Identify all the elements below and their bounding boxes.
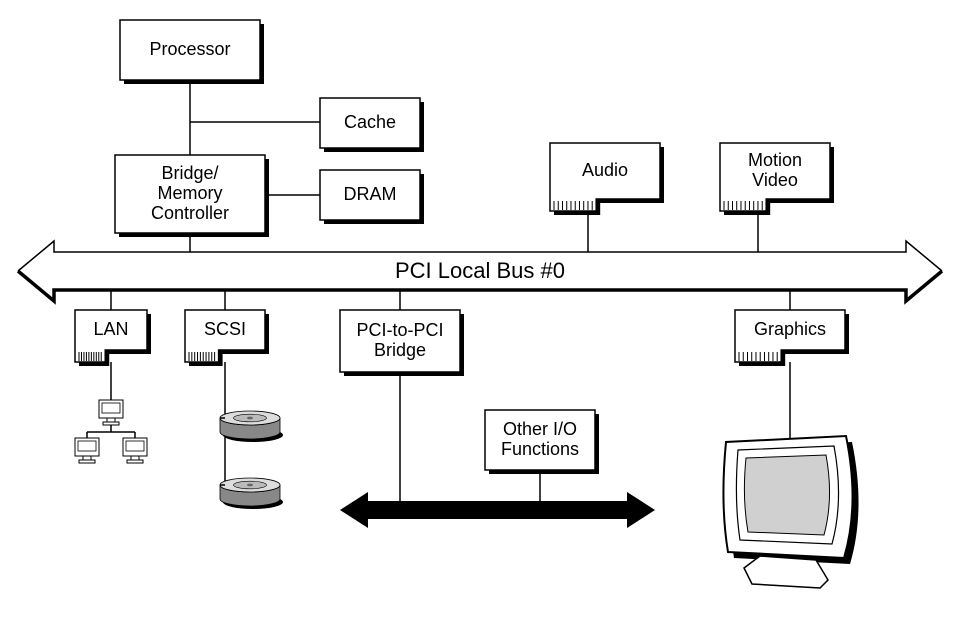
- svg-text:Functions: Functions: [501, 439, 579, 459]
- svg-text:DRAM: DRAM: [344, 184, 397, 204]
- svg-text:Controller: Controller: [151, 203, 229, 223]
- svg-text:Motion: Motion: [748, 150, 802, 170]
- svg-text:PCI Local Bus #0: PCI Local Bus #0: [395, 258, 565, 283]
- svg-text:SCSI: SCSI: [204, 319, 246, 339]
- svg-text:PCI Local Bus #1: PCI Local Bus #1: [432, 500, 563, 519]
- svg-text:Memory: Memory: [157, 183, 222, 203]
- svg-text:PCI-to-PCI: PCI-to-PCI: [356, 320, 443, 340]
- svg-text:Video: Video: [752, 170, 798, 190]
- svg-text:Graphics: Graphics: [754, 319, 826, 339]
- pci-diagram: PCI Local Bus #0 PCI Local Bus #1 Processo…: [0, 0, 960, 644]
- svg-text:Other I/O: Other I/O: [503, 419, 577, 439]
- svg-text:Audio: Audio: [582, 160, 628, 180]
- svg-text:LAN: LAN: [93, 319, 128, 339]
- svg-text:Processor: Processor: [149, 39, 230, 59]
- svg-text:Bridge: Bridge: [374, 340, 426, 360]
- svg-text:Cache: Cache: [344, 112, 396, 132]
- svg-text:Bridge/: Bridge/: [161, 163, 218, 183]
